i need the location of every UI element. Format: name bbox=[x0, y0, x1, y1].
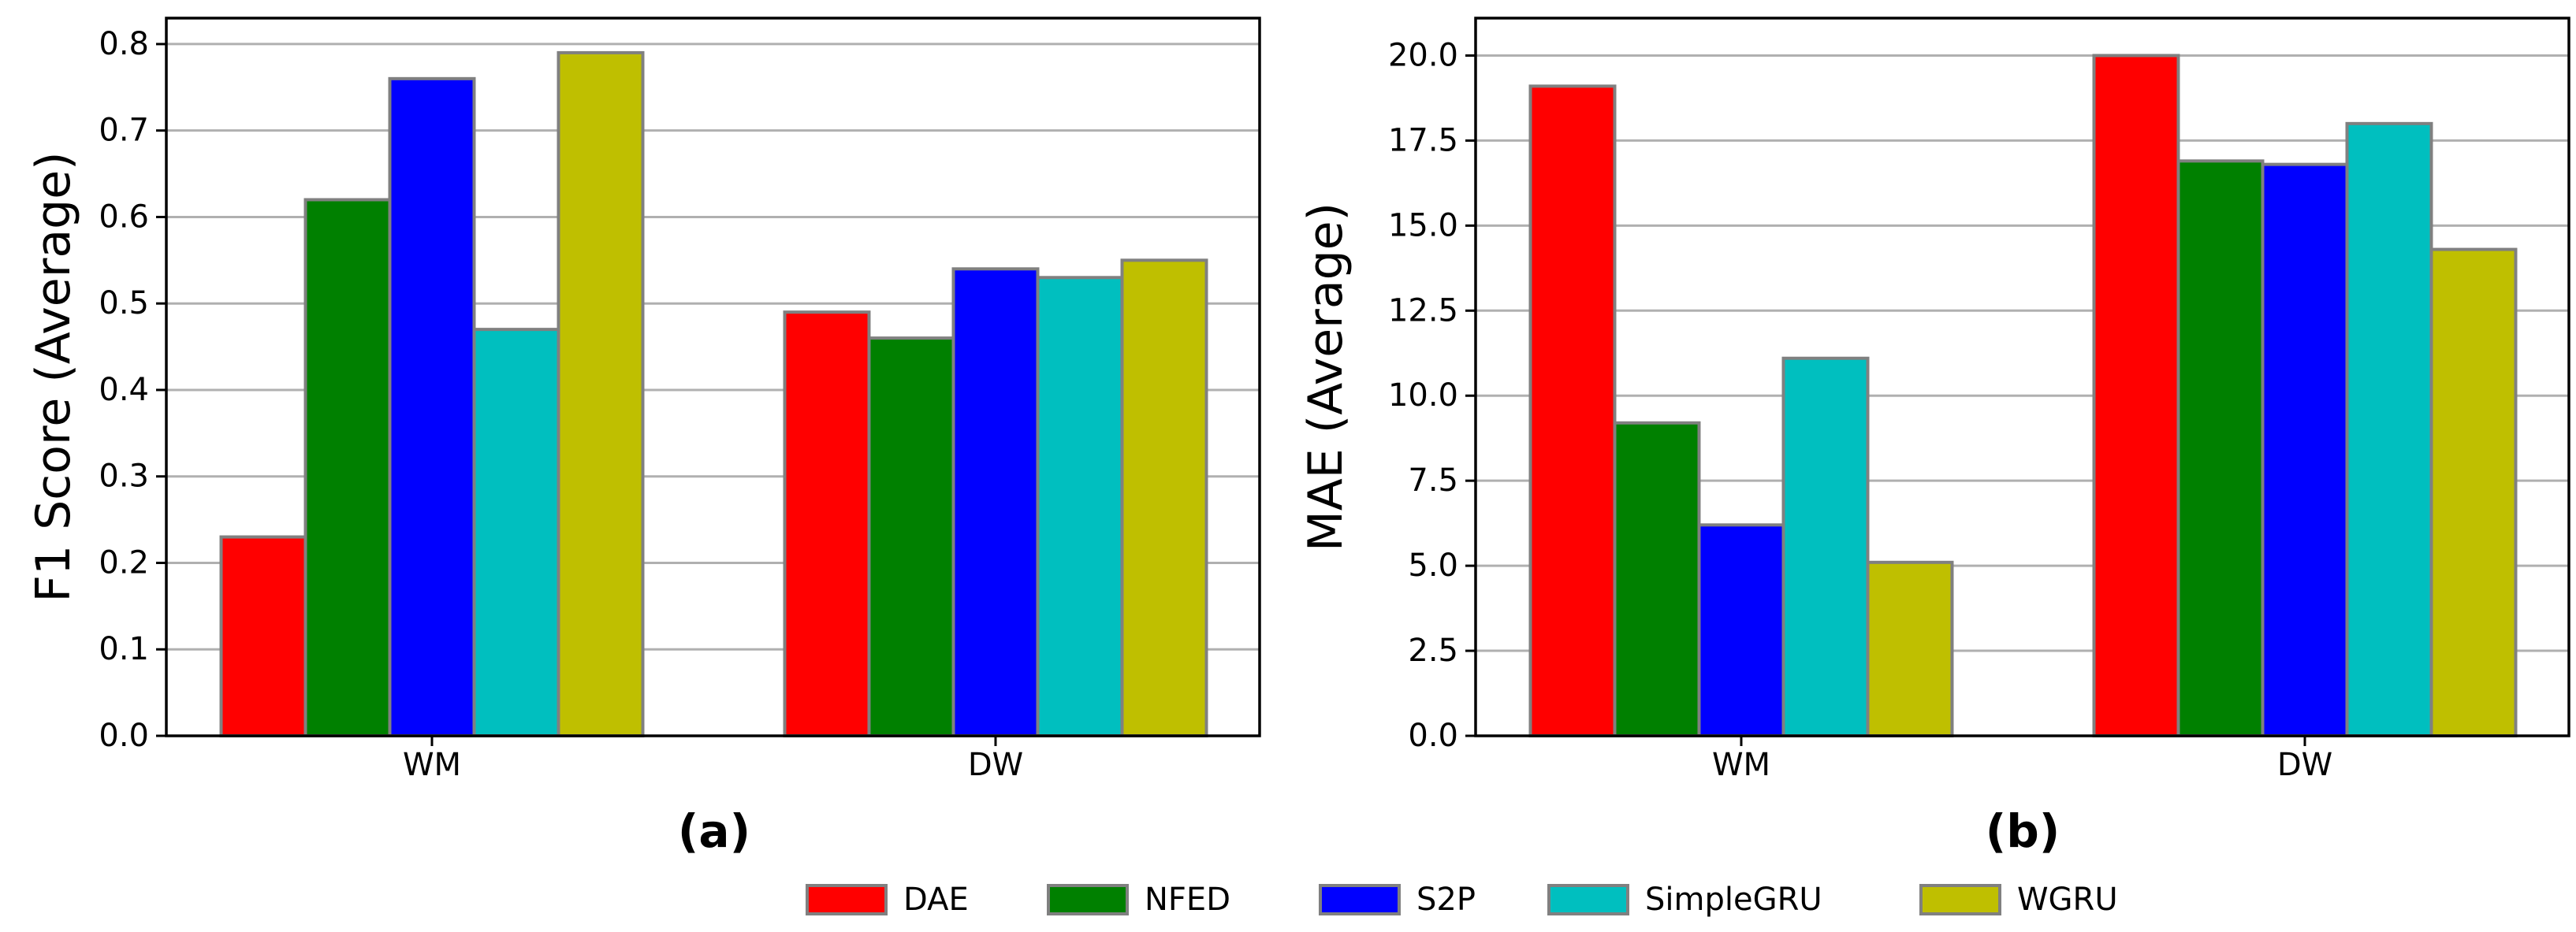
ytick-label-b-7: 17.5 bbox=[1388, 122, 1458, 158]
panel-label-b: (b) bbox=[1986, 804, 2060, 858]
legend-label-wgru: WGRU bbox=[2017, 882, 2118, 918]
bar-b-dw-dae bbox=[2092, 54, 2180, 737]
bar-a-dw-s2p bbox=[951, 267, 1040, 737]
legend-swatch-wgru bbox=[1919, 884, 2001, 915]
chart-panel-b: 0.0 2.5 5.0 7.5 10.0 12.5 15.0 17.5 20.0 WM DW MAE … bbox=[1298, 17, 2570, 858]
ytick-label-a-1: 0.1 bbox=[99, 631, 149, 667]
legend-swatch-nfed bbox=[1047, 884, 1129, 915]
bar-b-dw-wgru bbox=[2429, 247, 2518, 737]
y-axis-title-a: F1 Score (Average) bbox=[26, 151, 81, 602]
legend-swatch-s2p bbox=[1319, 884, 1401, 915]
bar-b-dw-nfed bbox=[2176, 159, 2265, 737]
ytick-label-a-7: 0.7 bbox=[99, 113, 149, 149]
legend-label-s2p: S2P bbox=[1416, 882, 1476, 918]
xtick-label-a-0: WM bbox=[403, 747, 461, 783]
ytick-label-b-2: 5.0 bbox=[1408, 548, 1458, 584]
ytick-label-b-5: 12.5 bbox=[1388, 292, 1458, 329]
ytick-label-a-3: 0.3 bbox=[99, 459, 149, 495]
ytick-label-b-6: 15.0 bbox=[1388, 207, 1458, 243]
bar-a-wm-dae bbox=[219, 535, 307, 737]
bar-b-wm-nfed bbox=[1613, 421, 1701, 737]
ytick-label-a-6: 0.6 bbox=[99, 199, 149, 235]
legend-label-nfed: NFED bbox=[1145, 882, 1230, 918]
ytick-label-b-8: 20.0 bbox=[1388, 37, 1458, 73]
ytick-label-b-1: 2.5 bbox=[1408, 633, 1458, 669]
ytick-label-a-2: 0.2 bbox=[99, 544, 149, 581]
bar-a-wm-s2p bbox=[388, 76, 476, 738]
ytick-label-a-4: 0.4 bbox=[99, 372, 149, 408]
bar-a-dw-simplegru bbox=[1036, 276, 1124, 737]
bar-b-dw-s2p bbox=[2261, 162, 2349, 737]
xtick-label-b-1: DW bbox=[2277, 747, 2332, 783]
xtick-label-b-0: WM bbox=[1712, 747, 1770, 783]
legend-label-dae: DAE bbox=[903, 882, 969, 918]
legend-swatch-dae bbox=[806, 884, 888, 915]
chart-panel-a: 0.0 0.1 0.2 0.3 0.4 0.5 0.6 0.7 0.8 WM DW F1 Score … bbox=[26, 17, 1261, 858]
ytick-label-a-8: 0.8 bbox=[99, 26, 149, 62]
axes-frame-a bbox=[165, 17, 1261, 737]
bar-b-dw-simplegru bbox=[2345, 121, 2433, 737]
panel-label-a: (a) bbox=[678, 804, 750, 858]
bar-a-dw-dae bbox=[783, 310, 871, 737]
legend-label-simplegru: SimpleGRU bbox=[1645, 882, 1822, 918]
axes-frame-b bbox=[1474, 17, 2570, 737]
bar-b-wm-wgru bbox=[1866, 560, 1954, 737]
bar-a-dw-wgru bbox=[1120, 258, 1208, 737]
ytick-label-b-0: 0.0 bbox=[1408, 718, 1458, 754]
ytick-label-a-0: 0.0 bbox=[99, 718, 149, 754]
ytick-label-a-5: 0.5 bbox=[99, 285, 149, 321]
xtick-label-a-1: DW bbox=[968, 747, 1023, 783]
y-axis-title-b: MAE (Average) bbox=[1298, 202, 1353, 551]
legend-swatch-simplegru bbox=[1547, 884, 1629, 915]
bar-a-wm-nfed bbox=[303, 198, 392, 738]
bar-b-wm-s2p bbox=[1697, 523, 1785, 737]
legend: DAE NFED S2P SimpleGRU WGRU bbox=[806, 882, 2118, 918]
ytick-label-b-4: 10.0 bbox=[1388, 377, 1458, 414]
bar-a-wm-simplegru bbox=[472, 328, 560, 738]
bar-b-wm-simplegru bbox=[1781, 356, 1870, 737]
bar-b-wm-dae bbox=[1528, 84, 1617, 737]
bar-a-dw-nfed bbox=[867, 336, 955, 737]
ytick-label-b-3: 7.5 bbox=[1408, 462, 1458, 499]
bar-a-wm-wgru bbox=[557, 50, 645, 737]
